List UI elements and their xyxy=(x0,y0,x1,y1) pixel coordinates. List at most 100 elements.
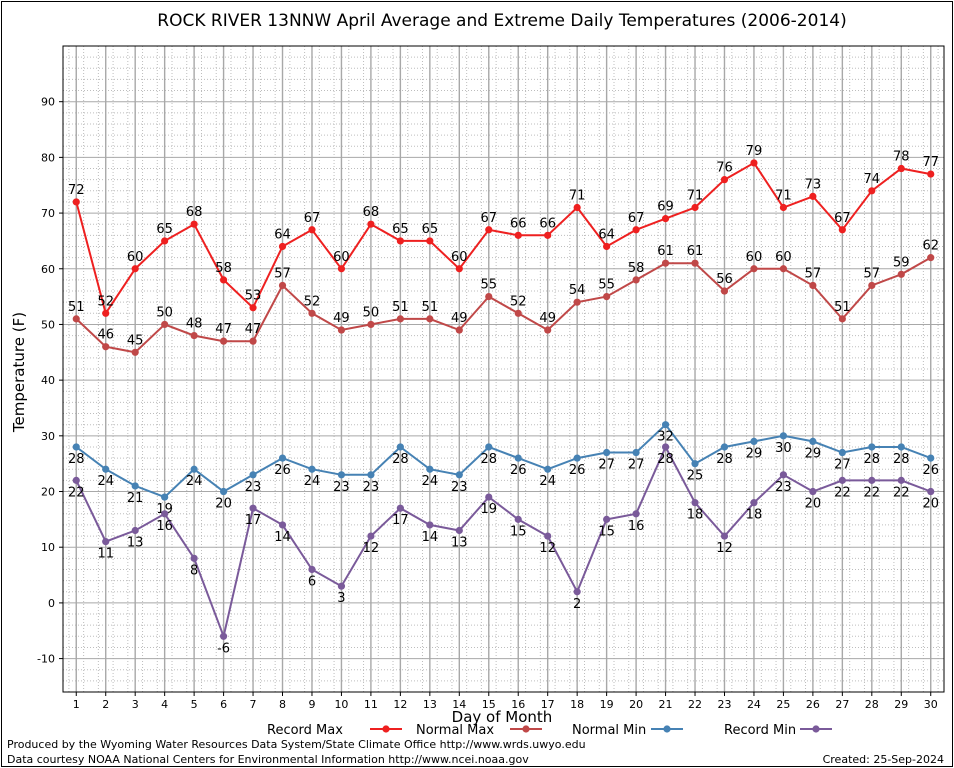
data-label: 77 xyxy=(922,155,939,170)
data-point xyxy=(426,521,434,529)
x-tick-label: 13 xyxy=(423,698,437,711)
data-point xyxy=(544,532,552,540)
data-label: 68 xyxy=(363,205,380,220)
series-record-min: 22 11 13 16 8 -6 17 14 6 3 12 17 14 13 19 15 12 2 15 16 28 18… xyxy=(68,443,939,656)
data-label: 55 xyxy=(480,278,497,293)
x-tick-label: 17 xyxy=(541,698,555,711)
data-label: 47 xyxy=(215,322,232,337)
data-point xyxy=(102,465,110,473)
y-axis-label: Temperature (F) xyxy=(10,312,28,433)
y-tick-label: 90 xyxy=(41,96,55,109)
x-tick-label: 10 xyxy=(334,698,348,711)
data-label: 46 xyxy=(97,328,114,343)
x-tick-label: 9 xyxy=(308,698,315,711)
data-label: 23 xyxy=(775,480,792,495)
data-label: 22 xyxy=(68,485,85,500)
data-point xyxy=(661,259,670,267)
x-tick-label: 29 xyxy=(894,698,908,711)
data-point xyxy=(897,443,905,451)
data-point xyxy=(544,231,552,239)
data-label: 54 xyxy=(569,283,586,298)
data-point xyxy=(337,326,346,334)
data-label: 14 xyxy=(274,530,291,545)
data-point xyxy=(337,265,346,273)
data-point xyxy=(514,454,522,462)
data-point xyxy=(102,309,110,317)
data-label: 28 xyxy=(657,452,674,467)
data-label: 56 xyxy=(716,272,733,287)
data-label: 15 xyxy=(510,524,527,539)
data-point xyxy=(603,293,611,301)
data-point xyxy=(396,315,404,323)
data-label: 48 xyxy=(186,317,203,332)
data-point xyxy=(72,476,80,484)
data-label: 60 xyxy=(333,250,350,265)
data-label: 72 xyxy=(68,183,85,198)
data-label: 49 xyxy=(333,311,350,326)
data-label: 26 xyxy=(922,463,939,478)
x-tick-label: 21 xyxy=(659,698,673,711)
data-label: 58 xyxy=(215,261,232,276)
data-point xyxy=(426,315,434,323)
data-label: 26 xyxy=(569,463,586,478)
data-label: 24 xyxy=(539,474,556,489)
data-label: 18 xyxy=(746,508,763,523)
data-label: 64 xyxy=(274,227,291,242)
data-point xyxy=(573,203,581,212)
series-normal-min: 28 24 21 19 24 20 23 26 24 23 23 28 24 23 28 26 24 26 27 27… xyxy=(68,421,939,517)
data-label: 51 xyxy=(834,300,851,315)
data-label: 23 xyxy=(333,480,350,495)
data-point xyxy=(632,276,640,284)
x-tick-label: 22 xyxy=(688,698,702,711)
data-point xyxy=(691,203,699,212)
data-point xyxy=(514,515,522,523)
data-label: 58 xyxy=(628,261,645,276)
data-point xyxy=(720,176,729,184)
data-point xyxy=(278,454,287,462)
data-point xyxy=(632,448,640,457)
data-label: 30 xyxy=(775,441,792,456)
data-label: 19 xyxy=(480,502,497,517)
data-point xyxy=(927,454,935,462)
data-point xyxy=(219,487,228,496)
y-tick-label: 80 xyxy=(41,151,55,164)
data-point xyxy=(779,432,788,440)
data-point xyxy=(750,265,758,273)
data-point xyxy=(779,203,788,212)
legend-marker xyxy=(522,725,530,733)
data-label: 57 xyxy=(805,266,822,281)
data-point xyxy=(72,443,80,451)
data-label: 20 xyxy=(215,497,232,512)
x-axis: 1 2 3 4 5 6 7 8 9 10 11 12 13 14 15 16 17 18 19 20 21 22 23 24 2… xyxy=(73,692,938,711)
series-line xyxy=(75,444,932,640)
data-label: 65 xyxy=(156,222,173,237)
plot-border xyxy=(62,45,945,693)
data-point xyxy=(750,159,758,167)
x-tick-label: 24 xyxy=(747,698,761,711)
data-label: 73 xyxy=(805,177,822,192)
data-point xyxy=(720,532,729,540)
data-label: 27 xyxy=(598,458,615,473)
data-point xyxy=(868,281,876,290)
data-label: 26 xyxy=(510,463,527,478)
data-point xyxy=(131,265,139,273)
data-point xyxy=(102,538,110,546)
data-point xyxy=(249,504,257,512)
data-label: 67 xyxy=(834,211,851,226)
data-point xyxy=(396,237,404,245)
data-point xyxy=(573,298,581,306)
data-label: 51 xyxy=(392,300,409,315)
data-point xyxy=(897,476,905,484)
data-point xyxy=(927,487,935,496)
x-tick-label: 20 xyxy=(629,698,643,711)
data-label: 61 xyxy=(657,244,674,259)
data-point xyxy=(544,326,552,334)
data-point xyxy=(485,226,493,234)
data-label: 71 xyxy=(569,189,586,204)
data-label: 12 xyxy=(363,541,380,556)
data-point xyxy=(131,526,139,535)
chart-title: ROCK RIVER 13NNW April Average and Extre… xyxy=(157,11,846,31)
data-label: 65 xyxy=(392,222,409,237)
